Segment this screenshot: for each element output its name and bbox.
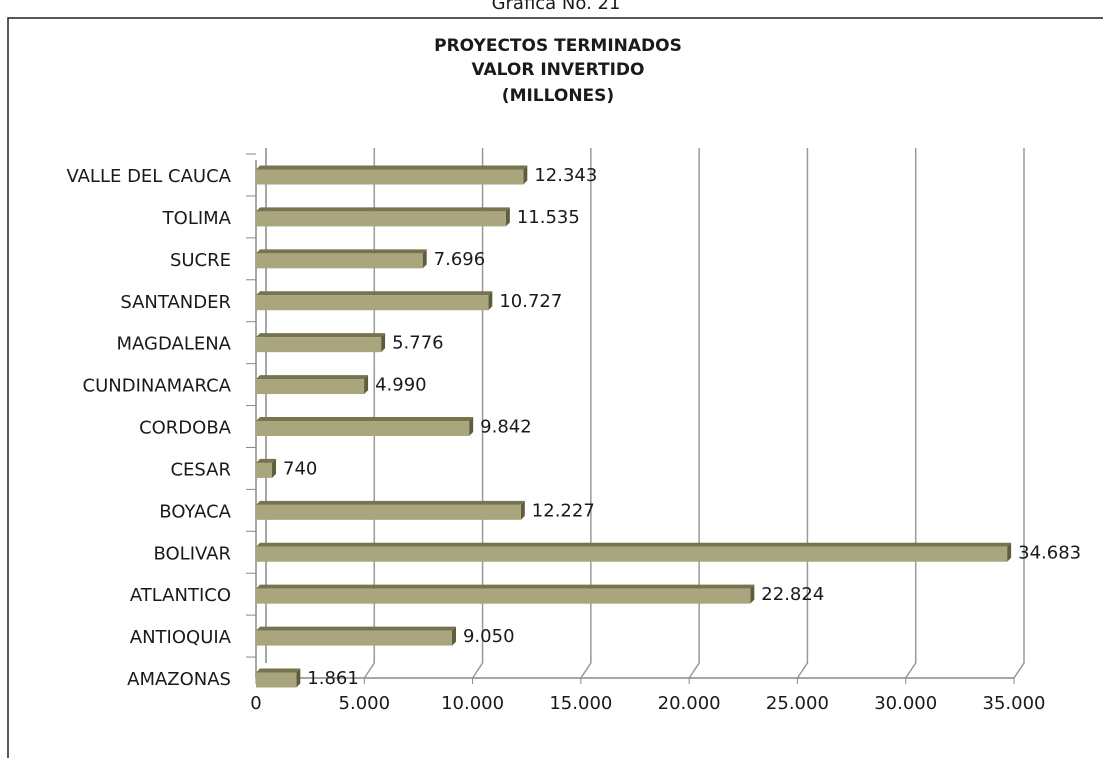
- bar-top: [256, 207, 510, 212]
- grid-line: [471, 148, 484, 679]
- grid-line: [796, 148, 809, 679]
- bar-top: [256, 417, 474, 421]
- y-tick-label: TOLIMA: [162, 208, 232, 229]
- bar: [256, 504, 521, 520]
- bar-end: [488, 291, 493, 311]
- data-label: 10.727: [499, 291, 562, 312]
- data-label: 740: [283, 458, 317, 479]
- bar: [256, 295, 489, 311]
- data-label: 22.824: [761, 584, 824, 605]
- grid-line: [905, 148, 917, 679]
- bar: [256, 462, 273, 478]
- bar: [256, 588, 751, 604]
- bar-end: [296, 668, 301, 688]
- bar-top: [256, 626, 456, 631]
- x-tick-label: 25.000: [766, 693, 829, 714]
- bar: [256, 379, 365, 395]
- bar-end: [451, 626, 456, 646]
- bar: [256, 630, 452, 646]
- bar-top: [256, 500, 525, 505]
- bar-end: [272, 458, 277, 478]
- bar-end: [523, 165, 528, 185]
- y-tick-label: CORDOBA: [139, 418, 232, 439]
- y-tick-label: VALLE DEL CAUCA: [66, 166, 231, 187]
- x-tick-label: 15.000: [549, 693, 612, 714]
- data-label: 7.696: [434, 249, 486, 270]
- bar: [256, 546, 1008, 562]
- grid-line: [1013, 148, 1025, 679]
- bar: [256, 672, 297, 688]
- bar-end: [750, 584, 755, 604]
- bar-top: [256, 249, 427, 254]
- y-tick-label: AMAZONAS: [127, 669, 231, 690]
- bar: [256, 421, 470, 436]
- data-label: 1.861: [307, 668, 359, 689]
- bar: [256, 211, 506, 227]
- data-label: 9.050: [463, 626, 515, 647]
- bar: [256, 337, 382, 353]
- y-tick-label: SANTANDER: [120, 292, 231, 313]
- bar-end: [469, 417, 474, 436]
- bar-top: [256, 584, 755, 589]
- bar-end: [520, 500, 525, 520]
- chart-title: (MILLONES): [502, 86, 614, 106]
- x-tick-label: 10.000: [441, 693, 504, 714]
- data-label: 11.535: [517, 207, 580, 228]
- bar-top: [256, 291, 493, 296]
- bar-top: [256, 458, 277, 463]
- bar-top: [256, 668, 301, 673]
- bar-end: [364, 375, 369, 395]
- bar-end: [381, 333, 386, 353]
- y-tick-label: CESAR: [170, 459, 231, 480]
- bar-end: [505, 207, 510, 227]
- grid-line: [363, 148, 376, 679]
- data-label: 12.343: [534, 165, 597, 186]
- y-tick-label: CUNDINAMARCA: [83, 376, 232, 397]
- grid-line: [688, 148, 700, 679]
- bar-top: [256, 375, 369, 380]
- chart-title: VALOR INVERTIDO: [472, 60, 645, 80]
- y-tick-label: ANTIOQUIA: [130, 627, 232, 648]
- data-label: 9.842: [480, 417, 532, 438]
- y-tick-label: BOLIVAR: [153, 543, 231, 564]
- data-label: 5.776: [392, 333, 444, 354]
- bar-top: [256, 542, 1012, 547]
- y-tick-label: SUCRE: [170, 250, 231, 271]
- data-label: 4.990: [375, 375, 427, 396]
- bar: [256, 169, 524, 185]
- x-tick-label: 5.000: [339, 693, 391, 714]
- grid-line: [580, 148, 592, 679]
- x-tick-label: 20.000: [658, 693, 721, 714]
- data-label: 12.227: [532, 500, 595, 521]
- x-tick-label: 35.000: [983, 693, 1046, 714]
- data-label: 34.683: [1018, 542, 1081, 563]
- bar-end: [1007, 542, 1012, 562]
- bar: [256, 253, 423, 269]
- x-tick-label: 0: [250, 693, 261, 714]
- bar-end: [422, 249, 427, 269]
- chart-title: PROYECTOS TERMINADOS: [434, 36, 682, 56]
- y-tick-label: MAGDALENA: [116, 334, 231, 355]
- frame: [7, 17, 1103, 758]
- x-tick-label: 30.000: [874, 693, 937, 714]
- bar-top: [256, 333, 386, 338]
- bar-top: [256, 165, 528, 170]
- caption: Gráfica No. 21: [492, 0, 621, 14]
- y-tick-label: BOYACA: [159, 501, 231, 522]
- y-tick-label: ATLANTICO: [130, 585, 231, 606]
